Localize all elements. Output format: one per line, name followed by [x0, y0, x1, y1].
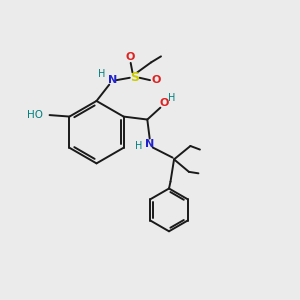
Text: O: O	[126, 52, 135, 62]
Text: H: H	[98, 69, 105, 79]
Text: S: S	[130, 71, 139, 84]
Text: N: N	[145, 139, 154, 149]
Text: N: N	[108, 75, 118, 85]
Text: H: H	[135, 141, 142, 151]
Text: O: O	[152, 75, 161, 85]
Text: H: H	[168, 93, 176, 103]
Text: O: O	[160, 98, 169, 108]
Text: HO: HO	[27, 110, 43, 120]
